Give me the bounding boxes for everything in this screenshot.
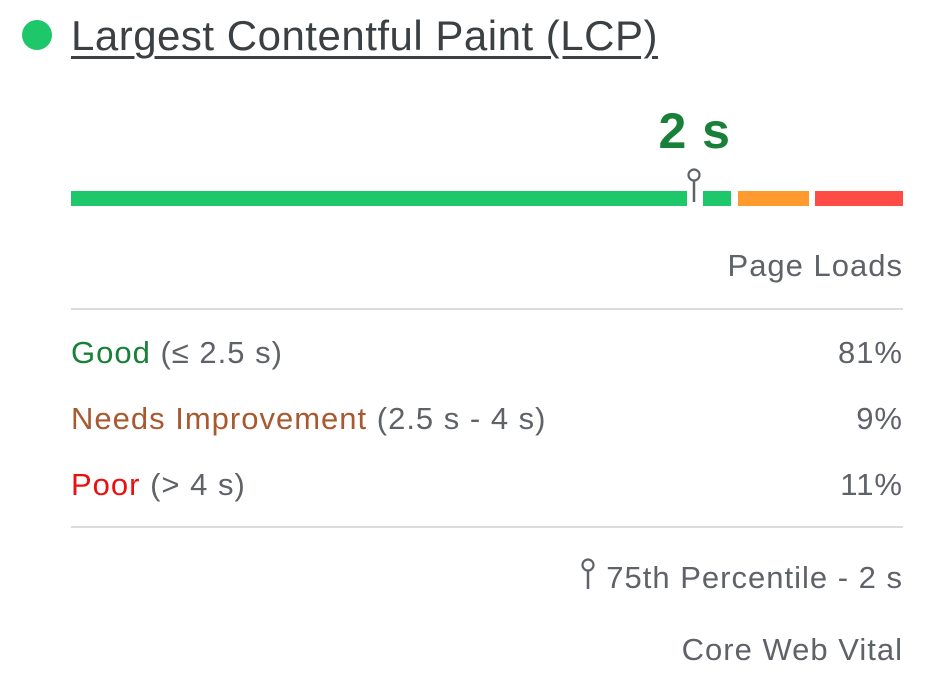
metric-value: 2 s	[658, 103, 731, 159]
metric-title-link[interactable]: Largest Contentful Paint (LCP)	[71, 12, 658, 59]
column-header: Page Loads	[727, 248, 903, 283]
pin-icon	[581, 558, 595, 589]
row-label: Needs Improvement	[71, 401, 368, 436]
divider	[71, 526, 903, 528]
bar-good-segment	[71, 191, 687, 206]
percentile-marker-icon	[687, 168, 701, 202]
distribution-row-needs-improvement: Needs Improvement (2.5 s - 4 s) 9%	[71, 401, 903, 441]
row-label: Good	[71, 335, 151, 370]
row-percent: 11%	[840, 467, 903, 502]
status-dot-icon	[22, 20, 52, 50]
divider	[71, 308, 903, 310]
bar-poor-segment	[815, 191, 903, 206]
row-label: Poor	[71, 467, 141, 502]
row-range: (2.5 s - 4 s)	[376, 401, 547, 436]
percentile-legend: 75th Percentile - 2 s	[580, 558, 903, 596]
distribution-row-good: Good (≤ 2.5 s) 81%	[71, 335, 903, 375]
bar-good-segment-end	[703, 191, 731, 206]
row-range: (≤ 2.5 s)	[160, 335, 283, 370]
distribution-row-poor: Poor (> 4 s) 11%	[71, 467, 903, 507]
row-percent: 81%	[837, 335, 903, 370]
percentile-text: 75th Percentile - 2 s	[606, 560, 903, 595]
row-range: (> 4 s)	[150, 467, 246, 502]
bar-needs-improvement-segment	[738, 191, 809, 206]
row-percent: 9%	[856, 401, 903, 436]
core-web-vital-label: Core Web Vital	[681, 632, 903, 667]
